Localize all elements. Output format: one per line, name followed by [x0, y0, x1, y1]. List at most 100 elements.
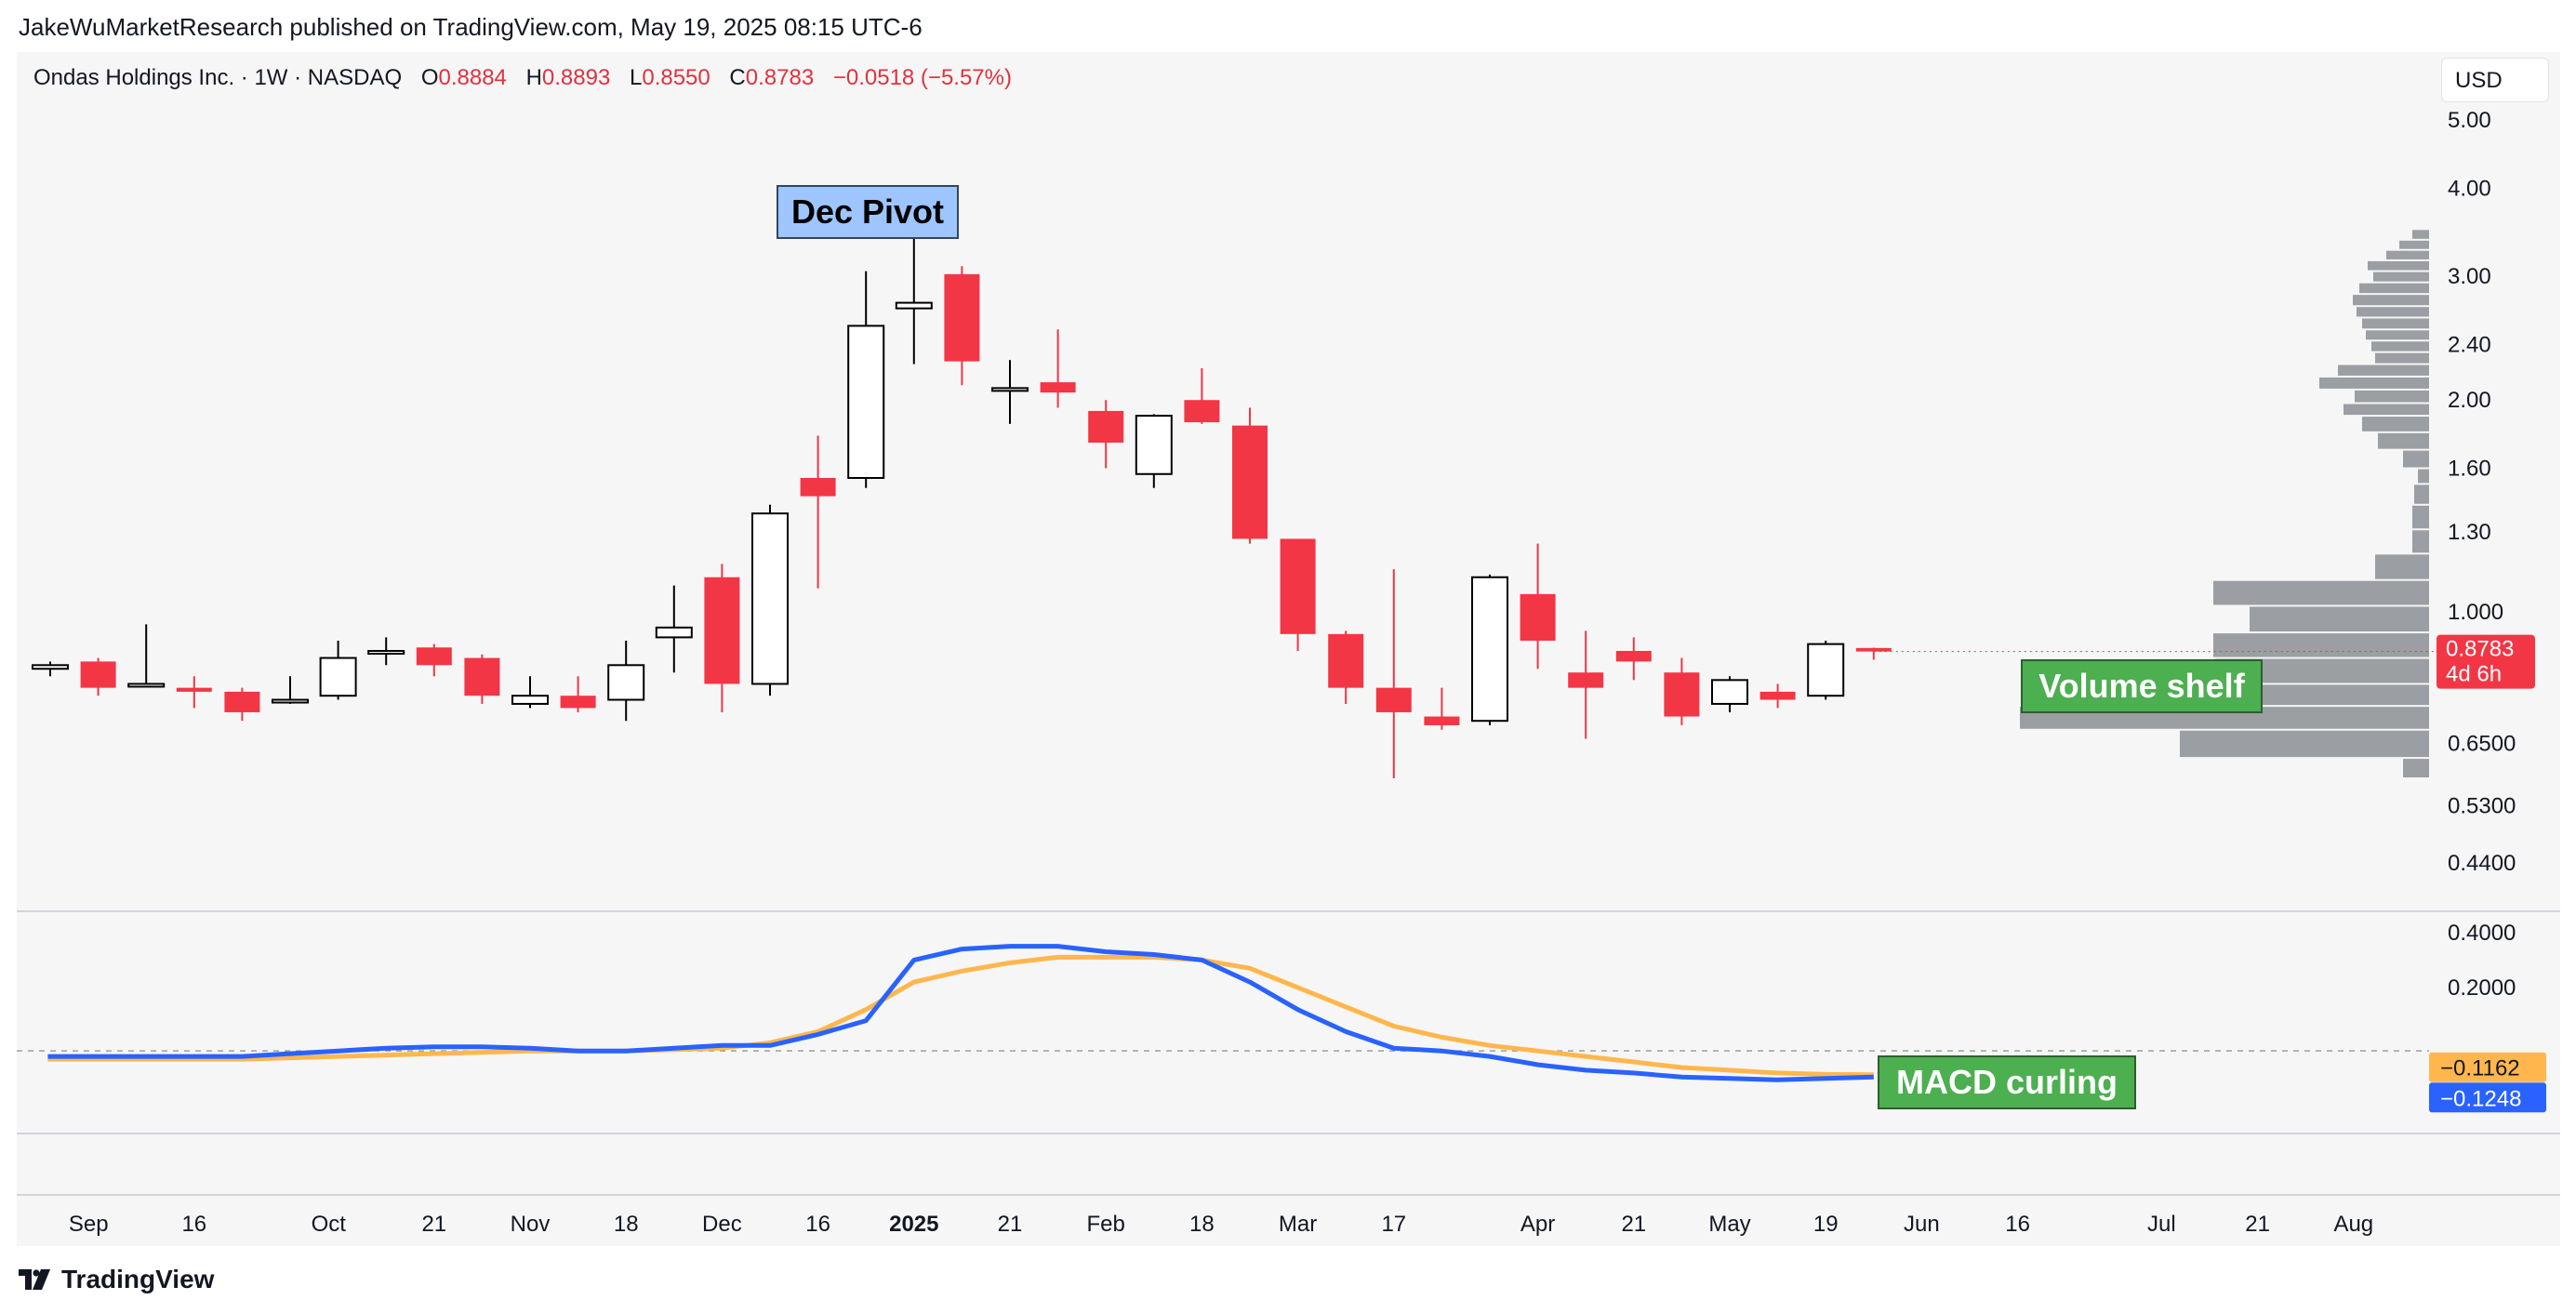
volume-profile-bar [2366, 330, 2429, 340]
candle-body [1711, 679, 1748, 705]
volume-profile-bar [2418, 469, 2429, 484]
axis-layer: 5.00 4.00 3.00 2.40 2.00 1.60 1.30 1.000 0.6500 0… [69, 108, 2546, 1237]
open-value: 0.8884 [438, 65, 507, 90]
candle-body [991, 387, 1029, 392]
macd-tick-label: 0.2000 [2448, 975, 2516, 1001]
candle-body [511, 695, 549, 705]
symbol-title[interactable]: Ondas Holdings Inc. · 1W · NASDAQ [33, 65, 403, 90]
current-price-value: 0.8783 [2446, 637, 2514, 662]
candle-body [1424, 716, 1460, 725]
time-tick-label: 21 [998, 1212, 1023, 1237]
volume-profile-bar [2375, 554, 2429, 579]
time-tick-label: 19 [1813, 1212, 1839, 1237]
volume-profile-bar [2373, 272, 2429, 282]
price-tick-label: 4.00 [2448, 176, 2491, 201]
volume-profile-bar [2180, 730, 2429, 758]
time-tick-label: 21 [1621, 1212, 1646, 1237]
time-tick-label: 21 [2245, 1212, 2270, 1237]
candle-body [1088, 410, 1124, 443]
candle-body [416, 647, 452, 666]
candle-body [560, 696, 596, 709]
candle-body [176, 687, 212, 692]
volume-profile-bar [2344, 404, 2429, 416]
macd-layer [17, 944, 2429, 1082]
volume-profile-bar [2362, 417, 2429, 431]
candle-body [80, 661, 116, 688]
ohlc-legend: Ondas Holdings Inc. · 1W · NASDAQ O0.888… [33, 65, 1012, 91]
time-tick-label: 16 [2005, 1212, 2030, 1237]
time-tick-label: Oct [312, 1212, 347, 1237]
time-tick-label: Jul [2147, 1212, 2176, 1237]
signal-value-tag [2429, 1052, 2546, 1082]
close-value: 0.8783 [745, 65, 815, 90]
signal-line [47, 954, 1874, 1078]
grid-layer [17, 910, 2560, 1196]
close-label: C [729, 65, 746, 90]
logo-text: TradingView [61, 1265, 215, 1293]
signal-value: −0.1162 [2440, 1056, 2520, 1081]
candle-body [1807, 643, 1845, 697]
candle-body [751, 512, 789, 685]
candle-body [607, 664, 645, 701]
time-tick-label: 18 [614, 1212, 639, 1237]
volume-profile-bar [2368, 260, 2429, 271]
volume-profile-bar [2412, 530, 2429, 553]
annotation-text: Dec Pivot [791, 192, 944, 231]
time-tick-label: May [1708, 1212, 1750, 1237]
time-tick-label: 16 [805, 1212, 830, 1237]
volume-profile-bar [2412, 505, 2429, 529]
price-tick-label: 0.5300 [2448, 794, 2516, 819]
annotation-text: Volume shelf [2038, 667, 2245, 705]
candle-body [944, 273, 980, 362]
candle-body [127, 683, 166, 688]
time-tick-label: Dec [702, 1212, 742, 1237]
volume-profile-bar [2357, 307, 2429, 317]
candle-body [32, 664, 69, 670]
tradingview-logo-icon [19, 1269, 50, 1290]
candle-body [1328, 633, 1364, 688]
high-value: 0.8893 [541, 65, 611, 90]
annotation-box [1878, 1055, 2136, 1109]
candle-body [847, 325, 885, 479]
annotation-box [777, 185, 959, 239]
annotation-dec-pivot: Dec Pivot [777, 185, 959, 239]
candle-body [1375, 687, 1412, 712]
macd-value: −0.1248 [2440, 1086, 2521, 1111]
time-tick-label: Jun [1904, 1212, 1940, 1237]
time-tick-label: 17 [1381, 1212, 1406, 1237]
candle-body [1759, 691, 1796, 700]
candle-body [655, 626, 693, 639]
open-label: O [420, 65, 439, 90]
high-label: H [525, 65, 542, 90]
candle-body [895, 301, 933, 310]
currency-selector[interactable]: USD [2441, 58, 2549, 102]
candle-body [1664, 672, 1700, 717]
annotation-box [2021, 659, 2263, 713]
macd-line [47, 944, 1874, 1082]
publisher-line: JakeWuMarketResearch published on Tradin… [19, 13, 923, 41]
volume-profile-bar [2362, 318, 2429, 329]
candle-body [272, 698, 309, 704]
price-tick-label: 1.60 [2448, 457, 2491, 482]
volume-profile-bar [2213, 633, 2429, 657]
price-tick-label: 1.30 [2448, 520, 2491, 545]
candle-body [1184, 400, 1220, 423]
macd-value-tag [2429, 1082, 2546, 1113]
tradingview-logo[interactable]: TradingView [19, 1265, 214, 1294]
candle-body [367, 650, 405, 656]
candle-body [800, 477, 836, 497]
candle-body [1135, 415, 1173, 475]
volume-profile-bar [2338, 365, 2429, 376]
price-tick-label: 0.6500 [2448, 732, 2516, 757]
time-tick-label: 16 [181, 1212, 206, 1237]
time-tick-label: 2025 [889, 1212, 938, 1237]
annotation-text: MACD curling [1896, 1063, 2118, 1101]
low-label: L [629, 65, 643, 90]
volume-profile-bar [2414, 484, 2429, 504]
annotation-layer: Dec Pivot Volume shelf MACD curling [777, 185, 2263, 1109]
volume-profile-bar [2403, 759, 2429, 777]
current-price-countdown: 4d 6h [2446, 662, 2502, 687]
volume-profile-bar [2412, 230, 2429, 239]
time-tick-label: Aug [2333, 1212, 2373, 1237]
